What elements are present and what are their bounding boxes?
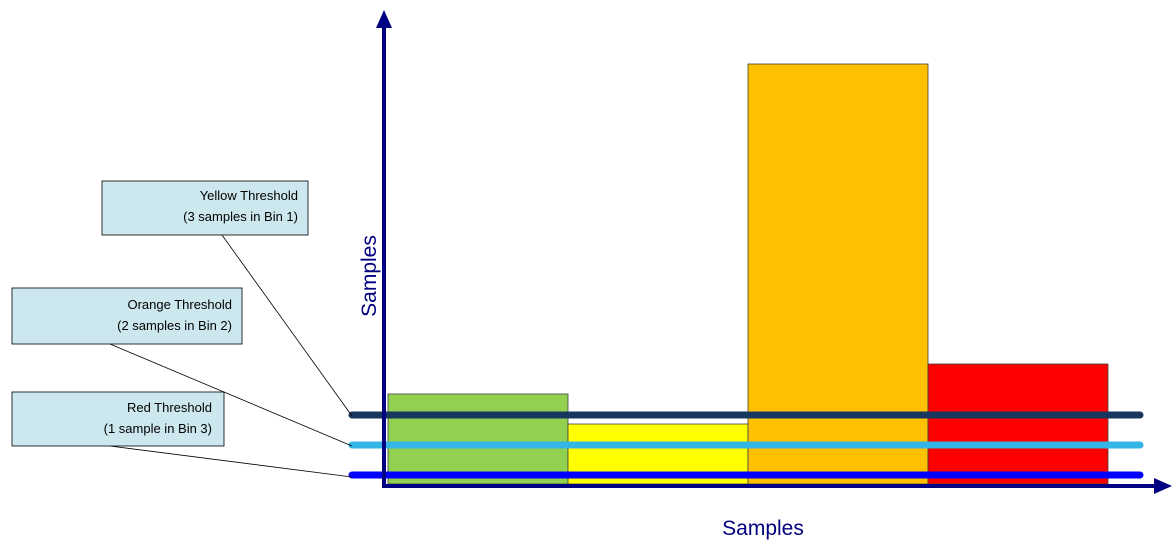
orange-bin bbox=[747, 63, 929, 485]
yellow-callout-title: Yellow Threshold bbox=[200, 188, 298, 203]
yellow-callout-leader bbox=[221, 234, 353, 417]
x-axis-arrowhead bbox=[1154, 478, 1172, 494]
orange-callout-title: Orange Threshold bbox=[127, 297, 232, 312]
red-callout-detail: (1 sample in Bin 3) bbox=[104, 421, 212, 436]
callout-leaders bbox=[109, 234, 353, 478]
red-callout-title: Red Threshold bbox=[127, 400, 212, 415]
yellow-threshold-callout: Yellow Threshold (3 samples in Bin 1) bbox=[101, 180, 309, 236]
y-axis-label: Samples bbox=[358, 235, 381, 317]
green-bin bbox=[387, 393, 569, 485]
red-bin bbox=[927, 363, 1109, 485]
x-axis-label: Samples bbox=[722, 517, 804, 540]
yellow-callout-detail: (3 samples in Bin 1) bbox=[183, 209, 298, 224]
orange-threshold-callout: Orange Threshold (2 samples in Bin 2) bbox=[11, 287, 243, 345]
orange-callout-box bbox=[11, 287, 243, 345]
red-threshold-callout: Red Threshold (1 sample in Bin 3) bbox=[11, 391, 225, 447]
histogram-bins bbox=[387, 63, 1109, 485]
axes bbox=[376, 10, 1172, 494]
orange-callout-leader bbox=[109, 343, 353, 447]
red-callout-leader bbox=[109, 445, 353, 478]
orange-callout-detail: (2 samples in Bin 2) bbox=[117, 318, 232, 333]
yellow-callout-box bbox=[101, 180, 309, 236]
red-callout-box bbox=[11, 391, 225, 447]
threshold-lines bbox=[348, 411, 1144, 479]
y-axis-arrowhead bbox=[376, 10, 392, 28]
